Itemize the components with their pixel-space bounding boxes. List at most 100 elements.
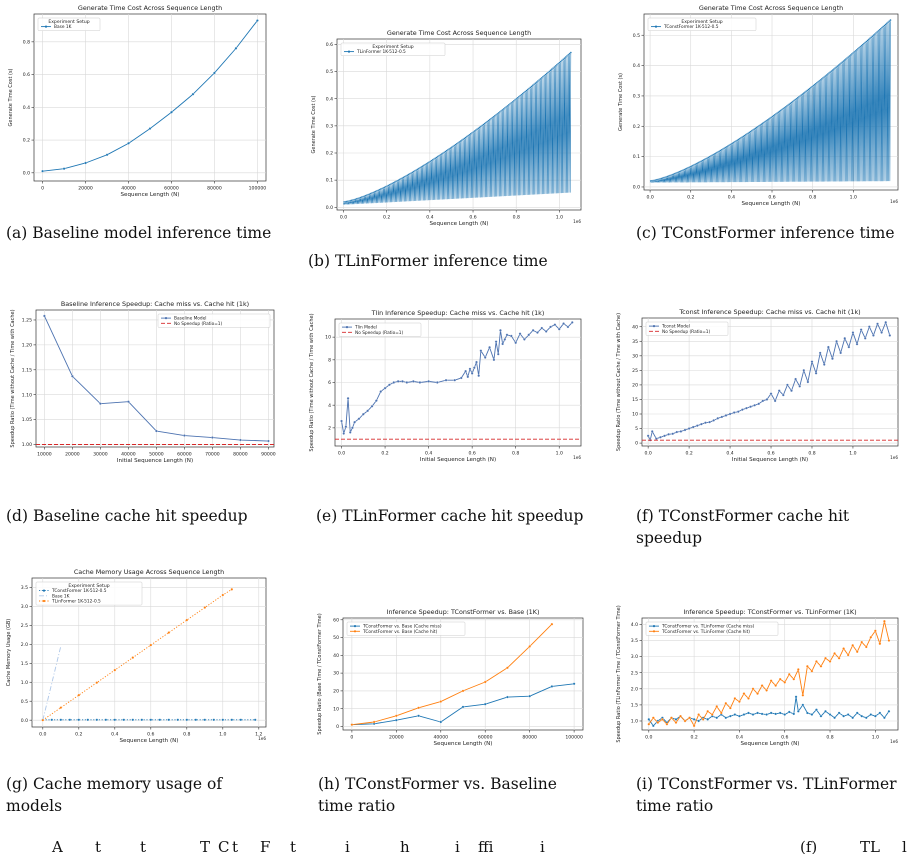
data-point <box>550 685 554 688</box>
data-point <box>41 718 45 722</box>
data-point <box>815 660 818 663</box>
plot-area <box>641 617 899 731</box>
data-point <box>239 718 243 722</box>
data-point <box>528 645 531 648</box>
data-point <box>544 330 548 333</box>
data-point <box>792 677 796 681</box>
bottom-text-fragment: i <box>540 838 545 854</box>
data-point <box>860 714 864 718</box>
data-point <box>769 679 773 683</box>
y-axis-label: Speedup Ratio (Time without Cache / Time… <box>616 313 622 451</box>
data-point <box>783 713 787 716</box>
legend-marker <box>652 625 656 628</box>
data-point <box>806 711 809 715</box>
data-point <box>536 331 539 334</box>
x-exponent-label: 1e6 <box>890 199 898 204</box>
data-point <box>566 54 569 57</box>
y-tick-label: 0 <box>336 724 339 730</box>
y-tick-label: 0.1 <box>326 178 333 184</box>
data-point <box>176 718 180 722</box>
data-point <box>833 716 836 720</box>
data-point <box>395 714 398 718</box>
data-point <box>562 58 565 61</box>
data-point <box>787 672 791 676</box>
data-point <box>749 405 752 409</box>
chart-panel-i: 0.0 0.2 0.4 0.6 0.8 1.0 1.0 1.5 2.0 2.5 3.0 3.5 4.0 1… <box>614 604 910 750</box>
chart-title: Baseline Inference Speedup: Cache miss v… <box>61 300 249 308</box>
data-point <box>213 71 216 75</box>
chart-title: Generate Time Cost Across Sequence Lengt… <box>699 4 843 12</box>
bottom-text-fragment: t <box>140 838 147 854</box>
data-point <box>874 714 877 718</box>
data-point <box>221 718 225 722</box>
y-tick-label: 1.0 <box>631 719 638 725</box>
legend-marker <box>164 317 168 320</box>
data-point <box>855 342 859 346</box>
legend-entry: Tlin Model <box>354 325 377 331</box>
figure-caption-i: (i) TConstFormer vs. TLinFormer time rat… <box>636 775 897 815</box>
data-point <box>822 363 826 366</box>
legend-entry: Tconst Model <box>661 324 690 330</box>
data-point <box>568 52 571 55</box>
legend-entry: TLinFormer 1K-512-0.5 <box>51 599 101 605</box>
data-point <box>543 74 546 77</box>
data-point <box>652 716 655 720</box>
data-point <box>557 62 560 65</box>
chart-panel-g: 0.0 0.2 0.4 0.6 0.8 1.0 1.2 0.0 0.5 1.0 1.5 2.0 2.5 3… <box>2 558 274 751</box>
data-point <box>846 713 850 716</box>
data-point <box>738 714 741 718</box>
data-point <box>874 629 877 633</box>
data-point <box>747 697 750 700</box>
x-tick-label: 0.8 <box>826 735 833 741</box>
x-tick-label: 20000 <box>78 186 93 192</box>
x-tick-label: 0.6 <box>781 735 788 741</box>
data-point <box>650 430 654 433</box>
y-axis-label: Speedup Ratio (TLinFormer Time / TConstF… <box>616 605 622 742</box>
data-point <box>837 711 841 715</box>
legend-marker <box>654 25 658 28</box>
data-point <box>878 711 882 715</box>
y-tick-label: 30 <box>632 353 638 359</box>
data-point <box>557 327 561 331</box>
legend: TConstFormer vs. TLinFormer (Cache miss)… <box>645 621 779 636</box>
x-tick-label: 80000 <box>233 452 248 458</box>
y-tick-label: 2.5 <box>631 670 638 676</box>
data-point <box>230 718 234 722</box>
data-point <box>566 325 570 329</box>
legend-box <box>346 621 466 636</box>
x-tick-label: 0.0 <box>645 735 652 741</box>
data-point <box>68 718 72 722</box>
x-axis-label: Sequence Length (N) <box>430 221 489 227</box>
y-tick-label: 1.05 <box>22 417 32 423</box>
x-tick-label: 0.2 <box>685 451 692 457</box>
data-point <box>477 374 481 378</box>
data-point <box>697 713 700 716</box>
data-point <box>523 338 526 341</box>
data-point <box>720 415 724 419</box>
series-group <box>343 51 572 205</box>
x-tick-label: 1.0 <box>556 451 563 457</box>
data-point <box>392 381 396 384</box>
y-tick-label: 0.1 <box>633 154 640 160</box>
data-point <box>846 653 850 657</box>
data-point <box>815 708 818 712</box>
legend-entry: TConstFormer 1K-512-0.5 <box>663 24 719 30</box>
data-point <box>671 432 675 436</box>
data-point <box>468 367 472 371</box>
data-point <box>751 687 755 691</box>
y-tick-label: 2.5 <box>21 623 28 629</box>
data-point <box>724 701 728 705</box>
data-point <box>191 92 195 96</box>
data-point <box>167 718 171 722</box>
data-point <box>170 110 173 114</box>
data-point <box>872 334 875 337</box>
x-tick-label: 60000 <box>164 186 179 192</box>
y-tick-label: 0.2 <box>633 124 640 130</box>
data-point <box>887 639 891 642</box>
data-point <box>736 410 740 413</box>
data-point <box>503 338 507 341</box>
data-point <box>765 398 769 401</box>
legend-marker <box>347 50 351 53</box>
legend-title: Experiment Setup <box>48 19 89 25</box>
